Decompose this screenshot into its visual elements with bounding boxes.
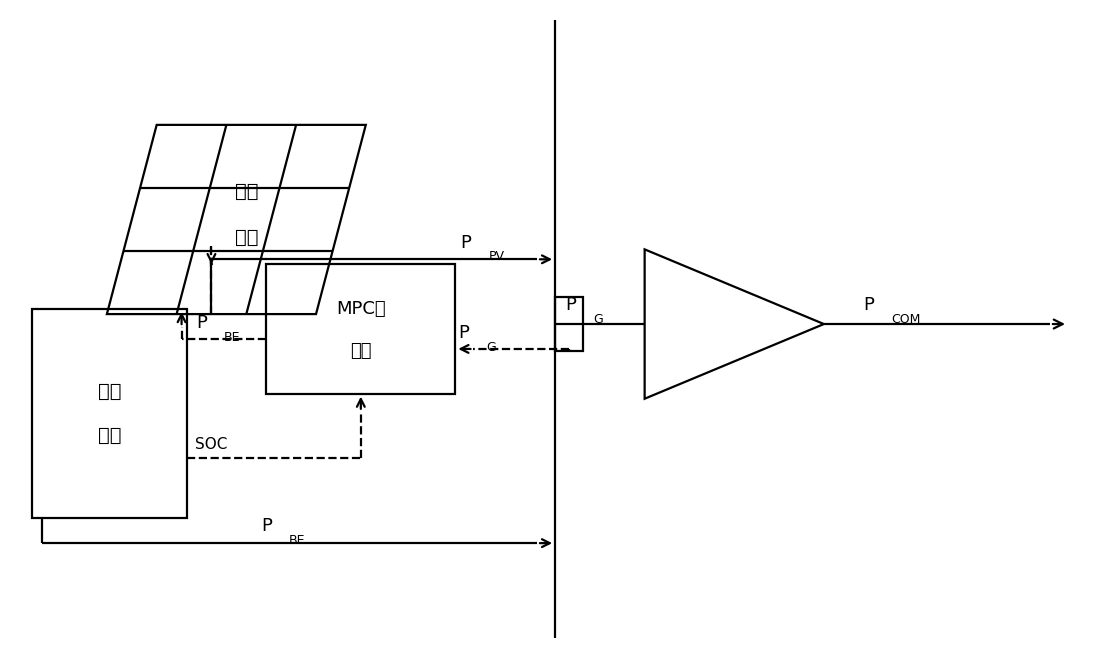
Text: 电站: 电站 (235, 228, 258, 247)
Text: P: P (262, 517, 272, 535)
Bar (555, 296, 582, 351)
Bar (32, 309, 187, 518)
Text: P: P (864, 296, 874, 314)
Bar (266, 264, 455, 394)
Text: COM: COM (892, 313, 921, 326)
Text: G: G (486, 341, 496, 354)
Text: 制器: 制器 (350, 342, 371, 360)
Text: G: G (593, 313, 603, 326)
Text: 光伏: 光伏 (235, 182, 258, 201)
Text: SOC: SOC (195, 436, 227, 452)
Text: BE: BE (290, 534, 305, 547)
Text: P: P (197, 314, 207, 332)
Text: P: P (461, 234, 472, 252)
Text: PV: PV (489, 250, 504, 264)
Text: MPC控: MPC控 (337, 300, 386, 318)
Text: 系统: 系统 (97, 426, 121, 445)
Text: P: P (458, 324, 470, 342)
Text: 储能: 储能 (97, 382, 121, 401)
Text: BE: BE (224, 331, 240, 344)
Text: P: P (565, 296, 576, 314)
